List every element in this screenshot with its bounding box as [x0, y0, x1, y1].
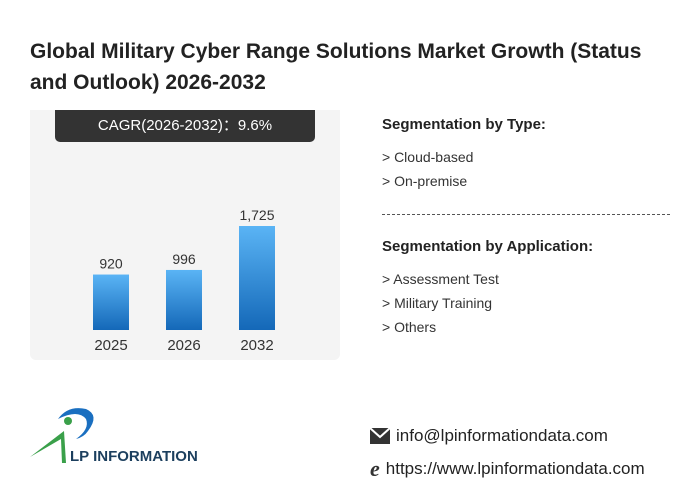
- page-title: Global Military Cyber Range Solutions Ma…: [30, 40, 642, 94]
- segmentation-type: Segmentation by Type: > Cloud-based > On…: [382, 116, 546, 189]
- application-item: > Others: [382, 319, 437, 335]
- segmentation-application: Segmentation by Application: > Assessmen…: [382, 238, 593, 335]
- type-item: > Cloud-based: [382, 149, 474, 165]
- bar-2025: [93, 274, 129, 330]
- application-item: > Assessment Test: [382, 271, 499, 287]
- value-label: 996: [172, 251, 196, 267]
- value-label: 1,725: [239, 207, 274, 223]
- website-contact[interactable]: e https://www.lpinformationdata.com: [370, 456, 645, 482]
- category-label: 2026: [167, 337, 200, 354]
- value-label: 920: [99, 256, 123, 272]
- application-item: > Military Training: [382, 295, 493, 311]
- category-label: 2025: [94, 337, 127, 354]
- lp-information-logo: LP INFORMATION: [28, 405, 198, 470]
- email-contact[interactable]: info@lpinformationdata.com: [370, 426, 608, 446]
- logo-text: LP INFORMATION: [70, 448, 198, 465]
- application-title: Segmentation by Application:: [382, 238, 594, 255]
- bar-2032: [239, 226, 275, 330]
- type-item: > On-premise: [382, 173, 468, 189]
- website-text[interactable]: https://www.lpinformationdata.com: [385, 459, 645, 478]
- email-text[interactable]: info@lpinformationdata.com: [396, 426, 608, 445]
- type-title: Segmentation by Type:: [382, 116, 546, 133]
- category-label: 2032: [240, 337, 273, 354]
- bar-2026: [166, 269, 202, 330]
- cagr-badge: CAGR(2026-2032)：9.6%: [55, 110, 315, 142]
- envelope-icon: [370, 428, 390, 444]
- internet-explorer-icon: e: [370, 456, 380, 481]
- divider: [382, 214, 670, 215]
